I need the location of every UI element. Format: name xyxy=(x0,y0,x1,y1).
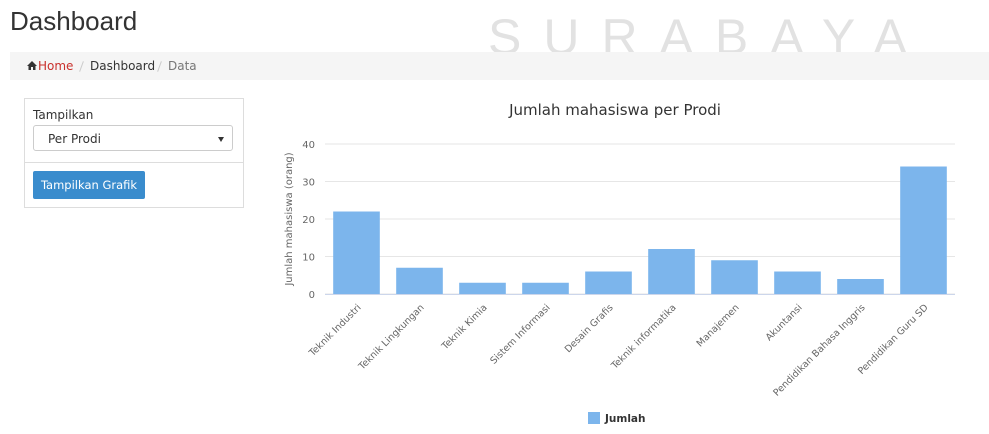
select-value: Per Prodi xyxy=(48,132,101,146)
separator xyxy=(157,61,162,72)
x-tick-label: Manajemen xyxy=(695,302,742,349)
bar xyxy=(837,279,884,294)
breadcrumb-item[interactable]: Dashboard xyxy=(90,59,156,73)
breadcrumb: Home Dashboard Data xyxy=(10,52,989,80)
page-title: Dashboard xyxy=(10,6,138,36)
select[interactable]: Per Prodi xyxy=(33,125,233,151)
legend-label: Jumlah xyxy=(604,413,645,425)
bar xyxy=(396,267,443,294)
bar xyxy=(585,271,632,294)
x-tick-label: Teknik Industri xyxy=(306,302,363,359)
x-tick-label: Desain Grafis xyxy=(563,302,616,355)
y-tick-label: 20 xyxy=(302,215,315,226)
bar xyxy=(774,271,821,294)
x-tick-label: Akuntansi xyxy=(764,302,805,343)
y-axis-label: Jumlah mahasiswa (orang) xyxy=(284,152,295,286)
separator xyxy=(79,61,84,72)
y-tick-label: 0 xyxy=(309,290,315,301)
divider xyxy=(25,162,243,163)
x-tick-label: Teknik Kimia xyxy=(439,302,489,352)
breadcrumb-home[interactable]: Home xyxy=(38,59,74,73)
breadcrumb-active: Data xyxy=(168,59,197,73)
y-tick-label: 30 xyxy=(302,178,315,189)
chart: Jumlah mahasiswa per Prodi Jumlah mahasi… xyxy=(284,101,955,425)
y-tick-label: 10 xyxy=(302,253,315,264)
home-icon xyxy=(27,61,37,70)
field-label: Tampilkan xyxy=(33,108,94,122)
filter-panel: Tampilkan Per Prodi Tampilkan Grafik xyxy=(24,98,244,208)
bar xyxy=(459,282,506,294)
bar xyxy=(333,211,380,294)
x-tick-label: Sistem Informasi xyxy=(488,302,552,366)
x-tick-label: Pendidikan Guru SD xyxy=(856,302,931,377)
bar xyxy=(711,260,758,294)
x-tick-label: Teknik Lingkungan xyxy=(356,302,427,373)
legend-swatch xyxy=(588,412,600,424)
bar xyxy=(522,282,569,294)
chart-title: Jumlah mahasiswa per Prodi xyxy=(508,101,721,119)
select-arrow xyxy=(218,137,224,142)
x-tick-label: Teknik informatika xyxy=(609,302,679,372)
bar xyxy=(648,249,695,294)
bar xyxy=(900,166,947,294)
submit-button[interactable]: Tampilkan Grafik xyxy=(33,171,145,199)
y-tick-label: 40 xyxy=(302,140,315,151)
